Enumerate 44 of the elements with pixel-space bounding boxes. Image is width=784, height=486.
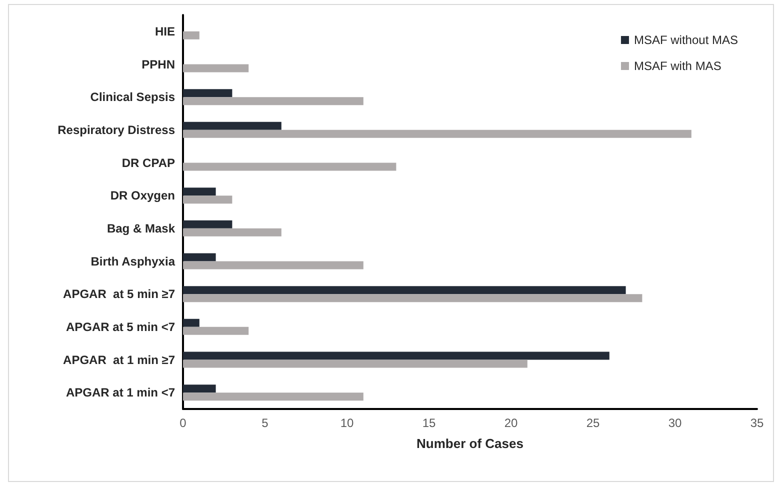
x-tick-label: 10 bbox=[340, 416, 354, 430]
y-tick-label: Respiratory Distress bbox=[58, 122, 176, 137]
bar bbox=[183, 294, 642, 302]
bar bbox=[183, 31, 200, 40]
x-tick-label: 5 bbox=[262, 416, 269, 430]
legend-label: MSAF without MAS bbox=[634, 33, 738, 47]
y-tick-label: DR CPAP bbox=[122, 156, 175, 170]
bar bbox=[183, 352, 610, 360]
bar bbox=[183, 122, 282, 130]
x-tick-label: 0 bbox=[180, 416, 187, 430]
bar bbox=[183, 228, 282, 236]
bar bbox=[183, 89, 232, 98]
y-tick-label: APGAR at 5 min <7 bbox=[66, 320, 176, 334]
bar bbox=[183, 97, 364, 106]
bar bbox=[183, 392, 364, 401]
bar bbox=[183, 253, 216, 262]
bar bbox=[183, 162, 396, 171]
y-tick-label: APGAR at 5 min ≥7 bbox=[63, 287, 176, 302]
x-axis-title: Number of Cases bbox=[416, 436, 524, 451]
y-tick-label: DR Oxygen bbox=[110, 188, 175, 203]
y-tick-label: Clinical Sepsis bbox=[90, 90, 176, 104]
bar bbox=[183, 286, 626, 294]
bar bbox=[183, 261, 364, 270]
y-tick-label: PPHN bbox=[142, 57, 175, 72]
bar bbox=[183, 318, 200, 327]
x-tick-label: 25 bbox=[586, 416, 600, 430]
y-tick-label: HIE bbox=[154, 24, 175, 38]
bar bbox=[183, 326, 249, 335]
legend-label: MSAF with MAS bbox=[634, 59, 722, 73]
bar bbox=[183, 360, 528, 368]
bar bbox=[183, 196, 232, 204]
y-tick-label: Birth Asphyxia bbox=[90, 254, 176, 268]
bar bbox=[183, 188, 216, 196]
y-tick-label: Bag & Mask bbox=[106, 221, 176, 236]
y-tick-label: APGAR at 1 min <7 bbox=[66, 386, 176, 400]
x-tick-label: 15 bbox=[422, 416, 436, 430]
bar bbox=[183, 130, 692, 138]
x-tick-label: 20 bbox=[504, 416, 518, 430]
bar bbox=[183, 220, 232, 228]
bar bbox=[183, 384, 216, 393]
bar bbox=[183, 64, 249, 72]
x-tick-label: 30 bbox=[668, 416, 682, 430]
y-tick-label: APGAR at 1 min ≥7 bbox=[63, 352, 176, 367]
x-tick-label: 35 bbox=[750, 416, 764, 430]
